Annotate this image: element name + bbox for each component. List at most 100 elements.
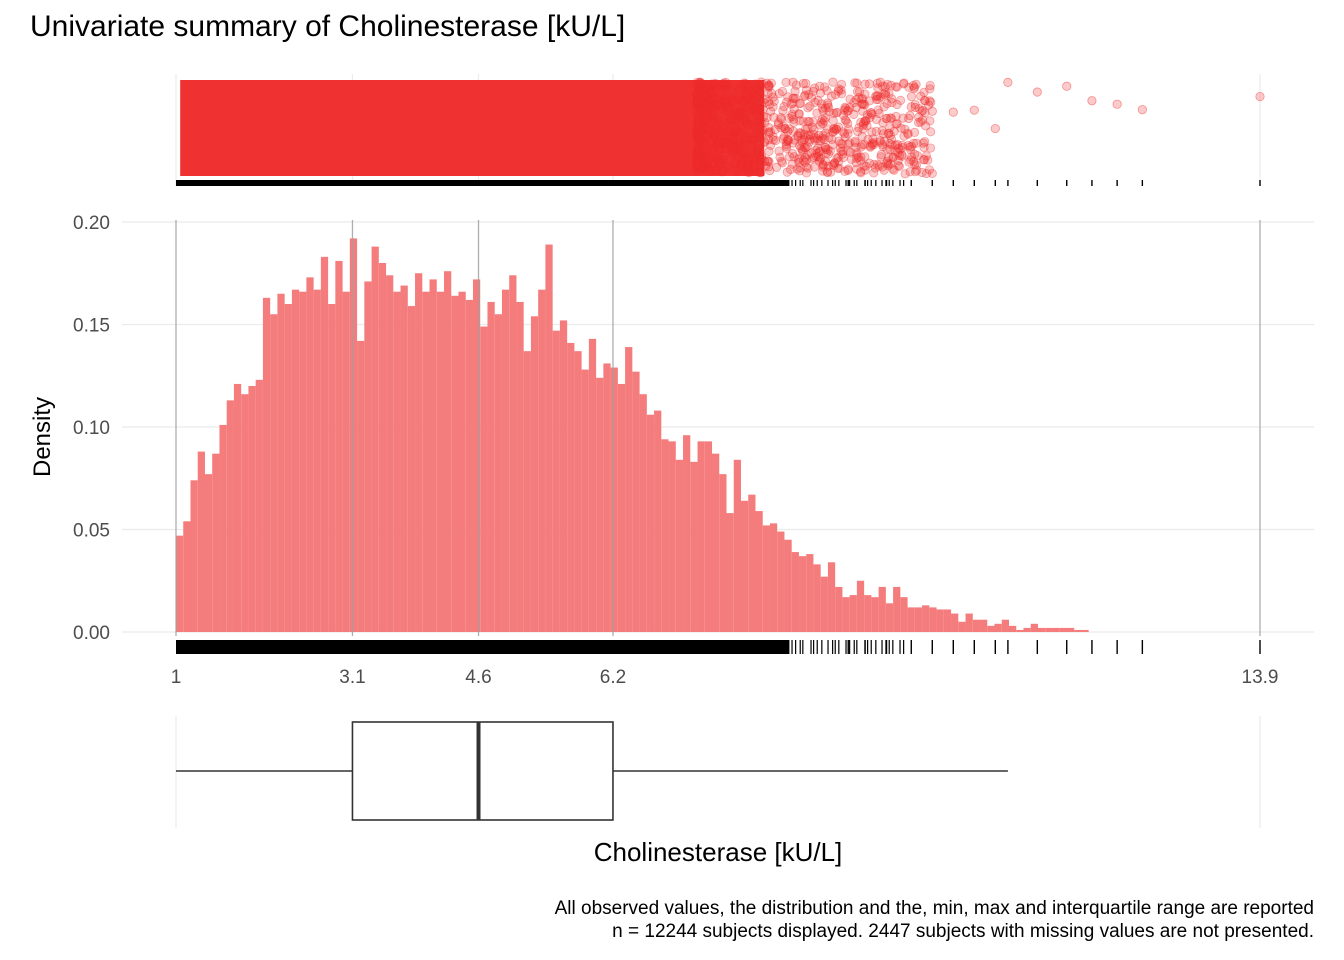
scatter-point: [795, 98, 806, 108]
scatter-point: [735, 107, 745, 117]
scatter-point: [838, 146, 848, 156]
scatter-point: [759, 136, 770, 147]
scatter-point: [887, 97, 897, 108]
scatter-point: [697, 161, 708, 172]
scatter-point: [716, 130, 727, 141]
scatter-point: [704, 84, 714, 94]
scatter-point: [692, 97, 702, 107]
scatter-point: [728, 113, 738, 123]
scatter-point: [861, 116, 871, 126]
scatter-point: [823, 124, 833, 134]
scatter-point: [789, 135, 800, 145]
scatter-point: [787, 109, 797, 119]
scatter-point: [698, 96, 709, 106]
histogram-bar: [357, 340, 365, 632]
histogram-bar: [501, 289, 510, 632]
scatter-point: [731, 114, 741, 125]
scatter-point: [830, 90, 841, 100]
scatter-point: [703, 116, 713, 127]
scatter-point: [818, 162, 828, 172]
scatter-point: [885, 130, 895, 140]
scatter-point: [743, 163, 753, 174]
scatter-point: [782, 167, 792, 177]
scatter-point: [698, 85, 709, 95]
scatter-point: [853, 152, 864, 163]
scatter-point: [694, 102, 704, 112]
scatter-point: [777, 158, 787, 168]
scatter-point: [694, 144, 704, 154]
scatter-point: [692, 89, 702, 99]
scatter-point: [692, 96, 702, 106]
scatter-point: [799, 129, 809, 139]
scatter-point: [692, 154, 703, 164]
scatter-point: [727, 148, 737, 158]
scatter-point: [740, 153, 750, 164]
histogram-bar: [936, 609, 944, 632]
histogram-bar: [762, 525, 770, 632]
scatter-point: [693, 129, 703, 139]
scatter-point: [723, 102, 733, 112]
scatter-point: [912, 151, 923, 161]
scatter-point: [917, 167, 927, 178]
scatter-point: [725, 125, 735, 136]
histogram-bar: [299, 291, 307, 632]
x-tick-label: 4.6: [465, 667, 491, 688]
scatter-point: [860, 116, 871, 126]
scatter-point: [811, 151, 822, 162]
scatter-point: [752, 84, 763, 94]
scatter-point: [805, 134, 815, 144]
scatter-point: [925, 80, 935, 91]
scatter-point: [749, 161, 759, 171]
scatter-point: [757, 151, 767, 161]
scatter-point: [695, 97, 705, 107]
scatter-point: [722, 100, 732, 111]
scatter-point: [699, 164, 709, 174]
scatter-point: [763, 88, 773, 98]
scatter-point: [782, 136, 792, 147]
scatter-point: [730, 125, 741, 135]
scatter-point: [904, 113, 914, 124]
scatter-point: [845, 102, 855, 113]
scatter-point: [892, 140, 903, 150]
scatter-point: [694, 124, 704, 135]
scatter-point: [736, 127, 746, 138]
scatter-point: [873, 105, 883, 115]
scatter-point: [720, 114, 730, 124]
scatter-point: [836, 79, 847, 89]
scatter-point: [818, 119, 828, 129]
scatter-point: [712, 162, 722, 172]
scatter-point: [692, 98, 702, 108]
scatter-point: [900, 169, 910, 179]
scatter-point: [699, 114, 709, 124]
scatter-point: [839, 110, 849, 120]
scatter-point: [746, 95, 756, 105]
scatter-point: [695, 78, 705, 88]
scatter-point: [708, 129, 718, 139]
scatter-point: [712, 114, 722, 124]
histogram-bar: [530, 316, 539, 632]
scatter-point: [1255, 91, 1265, 102]
scatter-point: [778, 106, 788, 116]
scatter-point: [737, 157, 747, 167]
scatter-point: [787, 112, 797, 122]
scatter-point: [739, 95, 750, 105]
x-tick-label: 3.1: [339, 667, 365, 688]
scatter-point: [708, 88, 718, 98]
scatter-point: [763, 96, 774, 107]
scatter-point: [904, 82, 914, 93]
scatter-point: [697, 130, 707, 140]
scatter-point: [697, 143, 707, 154]
histogram-bar: [255, 379, 263, 632]
scatter-point: [693, 89, 703, 100]
scatter-point: [793, 131, 803, 142]
scatter-point: [784, 113, 794, 123]
scatter-point: [837, 149, 848, 159]
scatter-point: [833, 152, 843, 162]
y-axis-label: Density: [29, 397, 56, 477]
scatter-point: [694, 113, 704, 123]
scatter-point: [734, 137, 744, 147]
histogram-bar: [878, 586, 886, 632]
scatter-point: [804, 137, 814, 147]
scatter-point: [766, 88, 777, 98]
histogram-bar: [574, 351, 582, 632]
